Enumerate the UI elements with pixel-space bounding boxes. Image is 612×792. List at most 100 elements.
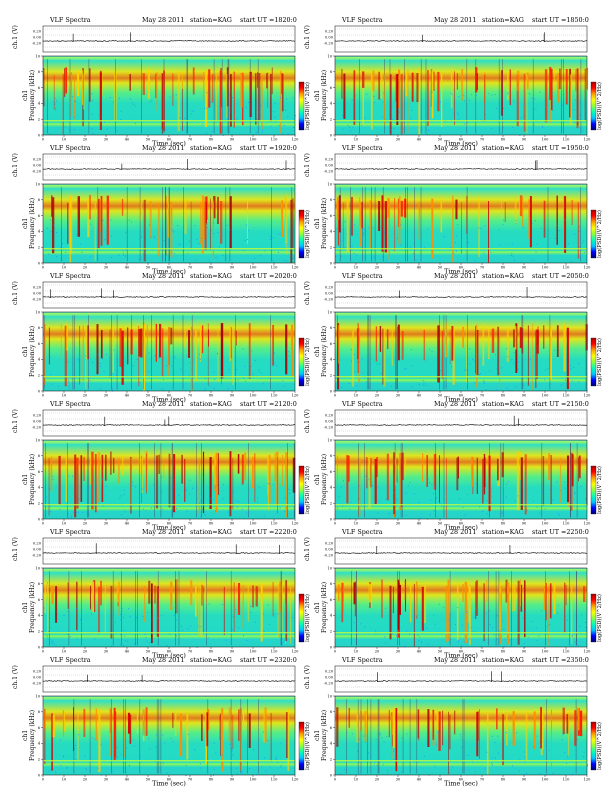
waveform-tick-label: 0.20 [33, 414, 42, 418]
channel-label: ch1 [314, 730, 321, 741]
x-tick-label: 90 [522, 522, 527, 526]
panel-header: VLF Spectra May 28 2011 station=KAG start U… [50, 144, 297, 153]
spectrogram-axes: 0 10 20 30 40 50 60 70 80 90 100 110 120 0 2 4 6 8 10 Time … [314, 566, 591, 659]
x-tick-label: 40 [417, 650, 422, 654]
x-tick-label: 60 [167, 394, 172, 398]
x-tick-label: 60 [459, 266, 464, 270]
x-tick-label: 40 [125, 138, 130, 142]
spectrogram-panel: VLF Spectra May 28 2011 station=KAG start U… [8, 144, 311, 276]
y-tick-label: 2 [38, 630, 40, 634]
y-tick-label: 10 [327, 54, 332, 58]
waveform-ylabel: ch.1 (V) [12, 281, 19, 305]
spectrogram-image [334, 567, 588, 648]
chart-title: VLF Spectra [50, 272, 91, 280]
y-tick-label: 6 [330, 598, 333, 602]
waveform-tick-label: 0.20 [325, 542, 334, 546]
x-tick-label: 20 [83, 778, 88, 782]
waveform-plot: 0.20 0.00 -0.20 ch.1 (V) [304, 25, 588, 53]
y-tick-label: 6 [330, 726, 333, 730]
spectrogram-axes: 0 10 20 30 40 50 60 70 80 90 100 110 120 0 2 4 6 8 10 Time … [314, 694, 591, 787]
x-tick-label: 50 [146, 650, 151, 654]
x-tick-label: 120 [292, 778, 300, 782]
y-axis-label: Frequency (kHz) [29, 326, 36, 377]
y-tick-label: 8 [330, 70, 333, 74]
y-tick-label: 2 [330, 630, 332, 634]
x-tick-label: 70 [188, 394, 193, 398]
waveform-tick-label: 0.20 [33, 30, 42, 34]
x-tick-label: 50 [438, 266, 443, 270]
panel-date: May 28 2011 [142, 528, 185, 536]
x-tick-label: 20 [83, 650, 88, 654]
spectrogram-image [42, 311, 296, 392]
y-tick-label: 10 [327, 182, 332, 186]
station-label: station=KAG [482, 528, 524, 536]
y-tick-label: 2 [330, 374, 332, 378]
y-tick-label: 8 [330, 326, 333, 330]
waveform-plot: 0.20 0.00 -0.20 ch.1 (V) [304, 537, 588, 565]
x-tick-label: 90 [522, 394, 527, 398]
x-tick-label: 80 [501, 778, 506, 782]
y-axis-label: Frequency (kHz) [321, 582, 328, 633]
y-tick-label: 2 [38, 118, 40, 122]
y-tick-label: 10 [35, 694, 40, 698]
waveform-tick-label: 0.00 [325, 292, 334, 296]
waveform-ylabel: ch.1 (V) [12, 665, 19, 689]
panel-header: VLF Spectra May 28 2011 station=KAG start U… [50, 272, 297, 281]
spectrogram-axes: 0 10 20 30 40 50 60 70 80 90 100 110 120 0 2 4 6 8 10 Time … [22, 310, 299, 403]
x-tick-label: 100 [542, 778, 550, 782]
x-tick-label: 30 [396, 138, 401, 142]
colorbar-label: log(PSD)(V^2/Hz) [596, 466, 603, 514]
x-tick-label: 90 [522, 778, 527, 782]
spectrogram-panel: VLF Spectra May 28 2011 station=KAG start U… [300, 656, 603, 788]
station-label: station=KAG [482, 656, 524, 664]
station-label: station=KAG [190, 144, 232, 152]
x-tick-label: 60 [167, 266, 172, 270]
spectrogram-panel: VLF Spectra May 28 2011 station=KAG start U… [300, 400, 603, 532]
x-tick-label: 120 [292, 650, 300, 654]
x-tick-label: 10 [62, 650, 67, 654]
y-tick-label: 0 [330, 773, 333, 777]
start-time-label: start UT =1950:0 [532, 144, 589, 152]
x-tick-label: 110 [271, 778, 279, 782]
x-tick-label: 80 [501, 522, 506, 526]
x-axis-label: Time (sec) [444, 524, 478, 532]
y-tick-label: 2 [38, 758, 40, 762]
waveform-tick-label: -0.20 [324, 42, 334, 46]
y-axis-label: Frequency (kHz) [29, 582, 36, 633]
x-tick-label: 120 [584, 650, 592, 654]
y-tick-label: 2 [330, 502, 332, 506]
y-tick-label: 8 [38, 710, 41, 714]
colorbar-label: log(PSD)(V^2/Hz) [596, 210, 603, 258]
waveform-plot: 0.20 0.00 -0.20 ch.1 (V) [12, 25, 296, 53]
channel-label: ch1 [22, 730, 29, 741]
y-tick-label: 10 [327, 566, 332, 570]
y-tick-label: 8 [38, 198, 41, 202]
waveform-tick-label: -0.20 [32, 298, 42, 302]
x-tick-label: 90 [230, 138, 235, 142]
y-tick-label: 2 [330, 758, 332, 762]
waveform-tick-label: -0.20 [32, 170, 42, 174]
x-tick-label: 40 [125, 522, 130, 526]
x-tick-label: 30 [396, 650, 401, 654]
station-label: station=KAG [190, 528, 232, 536]
x-tick-label: 100 [542, 394, 550, 398]
x-tick-label: 10 [354, 138, 359, 142]
station-label: station=KAG [482, 400, 524, 408]
panel-date: May 28 2011 [434, 16, 477, 24]
x-tick-label: 10 [354, 650, 359, 654]
x-tick-label: 120 [584, 394, 592, 398]
panel-date: May 28 2011 [142, 656, 185, 664]
y-axis-label: Frequency (kHz) [29, 454, 36, 505]
x-tick-label: 80 [501, 650, 506, 654]
y-tick-label: 4 [38, 358, 41, 362]
y-axis-label: Frequency (kHz) [321, 454, 328, 505]
y-tick-label: 4 [38, 102, 41, 106]
spectrogram-image [42, 695, 296, 776]
spectrogram-image [42, 439, 296, 520]
x-tick-label: 50 [146, 394, 151, 398]
start-time-label: start UT =1820:0 [240, 16, 297, 24]
colorbar: log(PSD)(V^2/Hz) [298, 465, 311, 515]
